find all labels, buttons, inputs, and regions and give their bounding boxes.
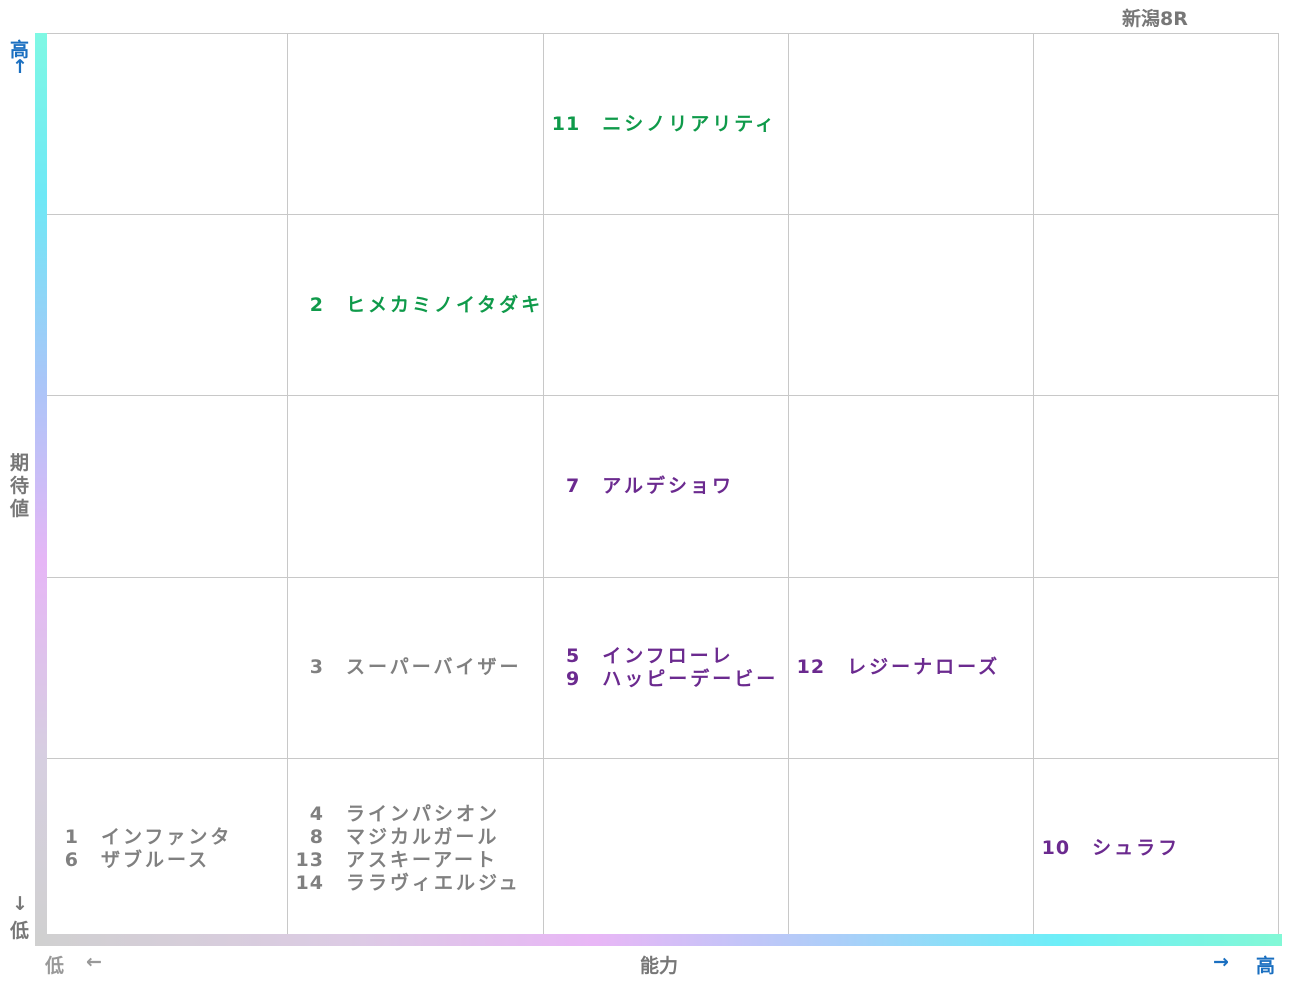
entry: 9 ハッピーデービー — [548, 668, 788, 691]
x-label: 能力 — [640, 955, 679, 977]
title: 新潟8R — [1122, 8, 1188, 30]
cell — [42, 577, 287, 759]
cell: 1 インファンタ 6 ザブルース — [42, 758, 287, 940]
y-low-arrow: ↓ — [12, 893, 28, 915]
x-axis-bar — [35, 934, 1282, 946]
cell: 2 ヒメカミノイタダキ — [286, 215, 544, 397]
entry: 6 ザブルース — [47, 849, 287, 872]
x-high: 高 — [1256, 955, 1276, 977]
cell: 10 シュラフ — [1033, 758, 1278, 940]
horse-number: 7 — [565, 474, 581, 497]
x-low-arrow: ← — [86, 951, 102, 973]
horse-number: 14 — [295, 871, 324, 894]
cell — [1033, 577, 1278, 759]
cell: 5 インフローレ 9 ハッピーデービー — [543, 577, 789, 759]
entry: 4 ラインパシオン — [292, 803, 543, 826]
entry: 11 ニシノリアリティ — [548, 113, 788, 136]
y-axis-bar — [35, 33, 47, 945]
horse-number: 6 — [64, 848, 79, 871]
horse-name: レジーナローズ — [847, 656, 1001, 679]
horse-name: アルデショワ — [602, 474, 734, 497]
entry: 3 スーパーバイザー — [292, 656, 543, 679]
entry: 8 マジカルガール — [292, 826, 543, 849]
horse-name: インフローレ — [602, 644, 734, 667]
horse-name: シュラフ — [1092, 837, 1181, 860]
cell — [788, 34, 1034, 216]
entry: 2 ヒメカミノイタダキ — [292, 294, 543, 317]
cell — [1033, 396, 1278, 578]
horse-number: 1 — [64, 825, 79, 848]
entry: 14 ララヴィエルジュ — [292, 872, 543, 895]
horse-name: ヒメカミノイタダキ — [345, 293, 544, 316]
horse-name: ララヴィエルジュ — [345, 871, 521, 894]
cell — [286, 34, 544, 216]
horse-number: 12 — [796, 656, 826, 679]
y-high-arrow: ↑ — [12, 56, 28, 78]
cell — [543, 215, 789, 397]
entry: 1 インファンタ — [47, 826, 287, 849]
entry: 5 インフローレ — [548, 645, 788, 668]
cell — [1033, 215, 1278, 397]
horse-name: ザブルース — [101, 848, 211, 871]
y-high: 高 — [10, 39, 30, 61]
cell — [788, 396, 1034, 578]
horse-name: ハッピーデービー — [602, 667, 779, 690]
cell: 11 ニシノリアリティ — [543, 34, 789, 216]
entry: 13 アスキーアート — [292, 849, 543, 872]
horse-number: 10 — [1041, 837, 1071, 860]
horse-number: 5 — [565, 644, 581, 667]
horse-name: スーパーバイザー — [345, 656, 522, 679]
entry: 12 レジーナローズ — [793, 656, 1033, 679]
horse-number: 13 — [295, 848, 324, 871]
cell: 3 スーパーバイザー — [286, 577, 544, 759]
horse-name: ニシノリアリティ — [602, 112, 778, 135]
y-label: 期待値 — [10, 452, 30, 520]
horse-number: 4 — [309, 802, 324, 825]
entry: 10 シュラフ — [1038, 837, 1278, 860]
entry: 7 アルデショワ — [548, 475, 788, 498]
cell — [42, 34, 287, 216]
horse-name: アスキーアート — [345, 848, 499, 871]
horse-name: ラインパシオン — [345, 802, 500, 825]
horse-name: マジカルガール — [345, 825, 500, 848]
horse-number: 9 — [565, 667, 581, 690]
horse-number: 8 — [309, 825, 324, 848]
cell — [286, 396, 544, 578]
cell: 7 アルデショワ — [543, 396, 789, 578]
cell — [1033, 34, 1278, 216]
y-low: 低 — [10, 920, 30, 942]
cell: 4 ラインパシオン 8 マジカルガール 13 アスキーアート 14 ララヴィエルジュ — [286, 758, 544, 940]
cell — [788, 215, 1034, 397]
horse-name: インファンタ — [101, 825, 233, 848]
horse-number: 11 — [551, 112, 581, 135]
cell: 12 レジーナローズ — [788, 577, 1034, 759]
x-low: 低 — [45, 955, 65, 977]
x-high-arrow: → — [1213, 951, 1229, 973]
cell — [42, 215, 287, 397]
cell — [42, 396, 287, 578]
matrix: 11 ニシノリアリティ 2 ヒメカミノイタダキ 7 アルデショワ 3 スーパーバイザー 5 インフ… — [42, 33, 1279, 940]
cell — [788, 758, 1034, 940]
horse-number: 2 — [309, 293, 324, 316]
horse-number: 3 — [309, 656, 324, 679]
cell — [543, 758, 789, 940]
